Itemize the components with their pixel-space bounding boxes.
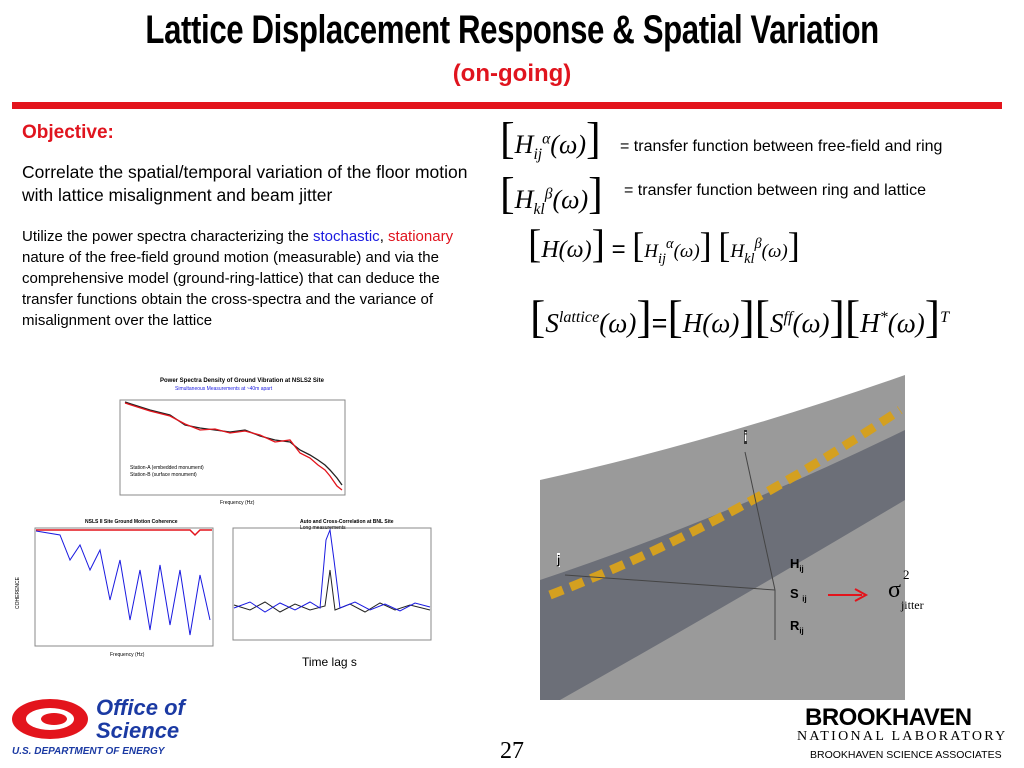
sup: α xyxy=(666,236,674,252)
symbol: H xyxy=(682,308,703,338)
text: nature of the free-field ground motion (… xyxy=(22,249,440,329)
figures xyxy=(34,375,905,700)
plot-title: Power Spectra Density of Ground Vibratio… xyxy=(160,378,324,384)
sup: 2 xyxy=(902,567,910,582)
highlight: stochastic xyxy=(312,228,380,245)
arrow xyxy=(828,588,869,602)
doe-text: U.S. DEPARTMENT OF ENERGY xyxy=(12,746,165,757)
page-number: 27 xyxy=(500,738,524,764)
x-label: Frequency (Hz) xyxy=(220,500,255,506)
plot-title: NSLS II Site Ground Motion Coherence xyxy=(85,519,178,525)
time-lag-label: Time lag s xyxy=(302,655,357,669)
sup: β xyxy=(544,185,553,203)
body-text: Utilize the power spectra characterizing… xyxy=(22,226,482,331)
r-label: Rij xyxy=(790,618,804,636)
label-i: i xyxy=(744,430,748,444)
symbol: H xyxy=(514,130,534,159)
sigma-jitter: σ 2 jitter xyxy=(888,567,924,612)
symbol: H xyxy=(730,241,745,262)
tunnel-floor xyxy=(540,430,905,700)
sup: * xyxy=(879,308,888,326)
sub: ij xyxy=(799,626,804,636)
x-label: Frequency (Hz) xyxy=(110,652,145,658)
s-label: S ij xyxy=(790,586,807,604)
legend-item: Station-B (surface monument) xyxy=(130,472,197,478)
symbol: H xyxy=(860,308,880,338)
magnets xyxy=(548,406,903,600)
plot-title: Auto and Cross-Correlation at BNL Site xyxy=(300,519,394,525)
sup: α xyxy=(542,130,551,148)
arg: (ω) xyxy=(761,241,788,262)
arg: (ω) xyxy=(887,308,925,338)
text: R xyxy=(790,618,800,633)
bnl-logo: BROOKHAVEN xyxy=(805,704,972,731)
arg: (ω) xyxy=(792,308,830,338)
divider xyxy=(12,102,1002,109)
text: Utilize the power spectra characterizing… xyxy=(22,228,313,245)
arg: (ω) xyxy=(702,308,740,338)
office-text: Office of xyxy=(96,695,185,720)
arg: (ω) xyxy=(673,241,700,262)
highlight: stationary xyxy=(388,228,454,245)
sup: β xyxy=(754,236,762,252)
arg: (ω) xyxy=(558,237,592,263)
text: S xyxy=(790,586,799,601)
sup: lattice xyxy=(558,308,600,326)
sub: kl xyxy=(533,201,545,219)
sub: kl xyxy=(744,250,755,267)
equation: [Slattice(ω)]=[H(ω)][Sff(ω)][H*(ω)]T xyxy=(530,291,950,342)
h-label: Hij xyxy=(790,556,804,574)
arg: (ω) xyxy=(550,130,586,159)
arg: (ω) xyxy=(552,185,589,214)
symbol: H xyxy=(514,185,534,214)
title-wrap: Lattice Displacement Response & Spatial … xyxy=(0,8,1024,53)
arg: (ω) xyxy=(599,308,637,338)
sup: T xyxy=(940,308,950,326)
correlation-curve xyxy=(233,569,431,613)
symbol: S xyxy=(545,308,559,338)
y-label: COHERENCE xyxy=(14,577,21,609)
equals: = xyxy=(651,308,668,338)
text: H xyxy=(790,556,800,571)
pointer xyxy=(564,574,776,591)
equation: [Hijα(ω)] xyxy=(500,114,601,164)
correlation-curve xyxy=(233,528,431,613)
equals: = xyxy=(611,236,626,263)
equation-desc: = transfer function between free-field a… xyxy=(620,138,943,155)
title: Lattice Displacement Response & Spatial … xyxy=(145,8,879,52)
equation: [H(ω)] = [Hijα(ω)] [Hklβ(ω)] xyxy=(528,221,800,267)
text: σ xyxy=(888,577,901,603)
office-text: Science xyxy=(96,718,180,743)
coherence-curve xyxy=(35,530,211,636)
plot-subtitle: Simultaneous Measurements at ~40m apart xyxy=(175,386,273,392)
symbol: S xyxy=(769,308,784,338)
legend-item: Station-A (embedded monument) xyxy=(130,465,204,471)
plot-subtitle: Long measurements xyxy=(300,525,346,531)
bsa-text: BROOKHAVEN SCIENCE ASSOCIATES xyxy=(810,749,1002,761)
sub: ij xyxy=(658,250,667,267)
equation: [Hklβ(ω)] xyxy=(500,169,603,219)
sub: ij xyxy=(802,594,807,604)
doe-logo xyxy=(12,699,88,739)
text: , xyxy=(379,228,389,245)
equation-desc: = transfer function between ring and lat… xyxy=(624,182,926,199)
objective-text: Correlate the spatial/temporal variation… xyxy=(22,162,468,205)
symbol: H xyxy=(644,241,659,262)
symbol: H xyxy=(541,237,559,263)
label-j: j xyxy=(557,553,561,567)
objective-heading: Objective: xyxy=(22,122,114,143)
subtitle: (on-going) xyxy=(452,60,572,87)
psd-plot xyxy=(119,399,346,496)
sub: ij xyxy=(533,146,543,164)
sup: ff xyxy=(783,308,793,326)
psd-curve xyxy=(124,402,343,491)
pointer xyxy=(744,451,776,591)
bnl-subtitle: NATIONAL LABORATORY xyxy=(797,729,1008,744)
coherence-curve xyxy=(36,529,212,537)
sub: ij xyxy=(799,564,804,574)
sub: jitter xyxy=(900,597,924,612)
